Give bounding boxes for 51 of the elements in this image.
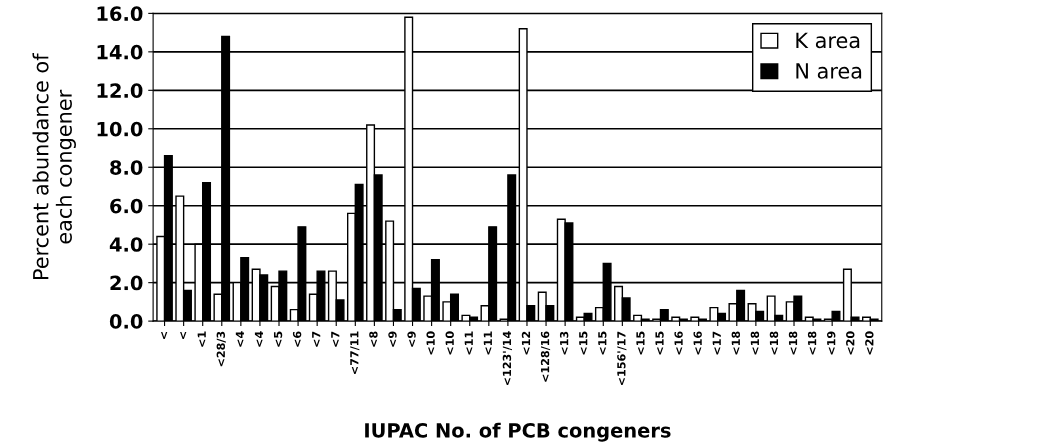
y-tick-label: 6.0	[110, 198, 143, 214]
x-tick-label: <12	[521, 331, 531, 355]
x-tick-label: <4	[235, 331, 244, 347]
x-tick-label: <156'/17	[617, 331, 627, 386]
x-tick-label: <123'/14	[502, 331, 512, 386]
legend-label: K area	[796, 32, 860, 49]
y-tick-label: 8.0	[110, 160, 143, 175]
x-tick-label: <18	[750, 331, 760, 355]
x-tick-label: <17	[712, 331, 721, 355]
x-tick-label: <7	[312, 331, 321, 347]
y-tick-label: 16.0	[97, 6, 143, 22]
x-tick-label: <9	[388, 331, 397, 347]
y-tick-label: 12.0	[97, 83, 143, 98]
x-tick-label: <15	[655, 331, 664, 355]
x-tick-label: <20	[846, 331, 855, 355]
x-tick-label: <5	[273, 331, 283, 347]
x-tick-label: <9	[407, 331, 416, 347]
y-tick-label: 14.0	[97, 44, 143, 60]
x-tick-label: <13	[559, 331, 569, 355]
x-tick-label: <11	[464, 331, 473, 355]
x-tick-label: <4	[254, 331, 263, 347]
x-tick-label: <	[161, 332, 168, 339]
x-tick-label: <11	[483, 331, 492, 355]
x-tick-label: <16	[674, 331, 683, 355]
x-tick-label: <18	[769, 331, 779, 355]
x-tick-label: <18	[788, 331, 798, 355]
y-tick-label: 10.0	[97, 121, 143, 137]
x-tick-label: <15	[636, 331, 645, 355]
x-tick-label: <18	[807, 331, 817, 355]
x-tick-label: <8	[369, 331, 378, 347]
y-axis-title: Percent abundance of each congener	[32, 53, 76, 279]
x-tick-label: <28/3	[216, 331, 226, 367]
x-tick-label: <6	[292, 331, 302, 347]
x-tick-label: <10	[445, 331, 454, 355]
x-tick-label: <15	[579, 331, 588, 355]
y-tick-label: 0.0	[109, 314, 143, 329]
x-tick-label: <	[180, 332, 187, 339]
x-tick-label: <10	[426, 331, 435, 355]
x-tick-label: <15	[598, 331, 607, 355]
x-tick-label: <77/11	[350, 331, 360, 374]
legend-label: N area	[796, 63, 862, 79]
x-tick-label: <18	[731, 331, 741, 355]
y-tick-label: 4.0	[109, 237, 143, 252]
x-tick-label: <16	[693, 331, 702, 355]
x-tick-label: <128/16	[540, 331, 551, 382]
x-tick-label: <7	[331, 331, 340, 347]
x-axis-title: IUPAC No. of PCB congeners	[365, 422, 671, 442]
x-tick-label: <1	[197, 331, 206, 347]
x-tick-label: <19	[827, 331, 836, 355]
x-tick-label: <20	[865, 331, 874, 355]
y-tick-label: 2.0	[110, 275, 143, 291]
